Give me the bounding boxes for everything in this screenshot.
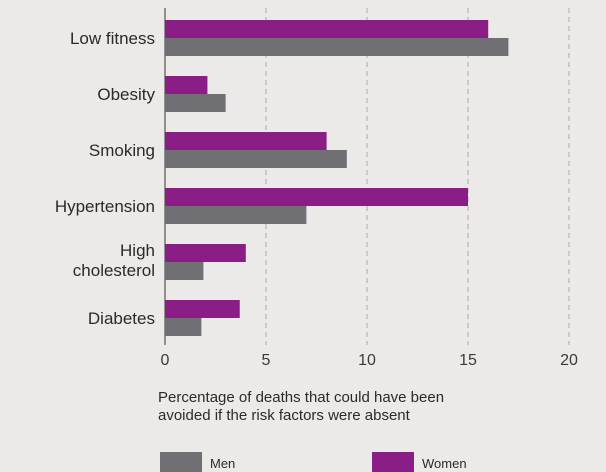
category-label-1: Obesity <box>97 85 155 104</box>
x-tick-label-20: 20 <box>560 352 578 369</box>
category-label-4-line-0: High <box>120 241 155 260</box>
category-label-3: Hypertension <box>55 197 155 216</box>
bar-men-5 <box>165 318 202 336</box>
bar-men-4 <box>165 262 204 280</box>
legend-swatch-men <box>160 452 202 472</box>
bar-women-4 <box>165 244 246 262</box>
legend-swatch-women <box>372 452 414 472</box>
bar-women-2 <box>165 132 327 150</box>
category-label-0: Low fitness <box>70 29 155 48</box>
x-tick-label-15: 15 <box>459 352 477 369</box>
legend-label-women: Women <box>422 456 467 471</box>
category-label-2: Smoking <box>89 141 155 160</box>
x-axis-label-line-1: avoided if the risk factors were absent <box>158 407 411 424</box>
category-label-5: Diabetes <box>88 309 155 328</box>
x-tick-label-0: 0 <box>161 352 170 369</box>
bar-women-0 <box>165 20 489 38</box>
x-tick-label-5: 5 <box>262 352 271 369</box>
bar-men-1 <box>165 94 226 112</box>
bar-men-2 <box>165 150 347 168</box>
bar-men-0 <box>165 38 509 56</box>
bar-women-5 <box>165 300 240 318</box>
bar-women-3 <box>165 188 468 206</box>
x-axis-label-line-0: Percentage of deaths that could have bee… <box>158 389 444 406</box>
bar-men-3 <box>165 206 307 224</box>
x-tick-label-10: 10 <box>358 352 376 369</box>
legend-label-men: Men <box>210 456 235 471</box>
category-label-4-line-1: cholesterol <box>73 261 155 280</box>
bar-women-1 <box>165 76 208 94</box>
